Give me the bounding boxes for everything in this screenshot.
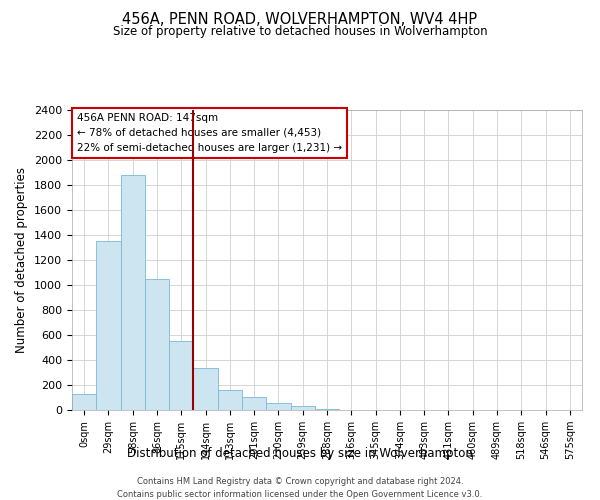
Bar <box>193 368 218 410</box>
Y-axis label: Number of detached properties: Number of detached properties <box>16 167 28 353</box>
Bar <box>96 242 121 410</box>
Bar <box>72 394 96 410</box>
Bar <box>121 175 145 410</box>
Bar <box>218 390 242 410</box>
Bar <box>315 409 339 410</box>
Bar <box>145 279 169 410</box>
Text: Distribution of detached houses by size in Wolverhampton: Distribution of detached houses by size … <box>127 448 473 460</box>
Text: Contains public sector information licensed under the Open Government Licence v3: Contains public sector information licen… <box>118 490 482 499</box>
Bar <box>266 403 290 410</box>
Text: 456A, PENN ROAD, WOLVERHAMPTON, WV4 4HP: 456A, PENN ROAD, WOLVERHAMPTON, WV4 4HP <box>122 12 478 28</box>
Bar <box>290 406 315 410</box>
Text: Contains HM Land Registry data © Crown copyright and database right 2024.: Contains HM Land Registry data © Crown c… <box>137 478 463 486</box>
Text: Size of property relative to detached houses in Wolverhampton: Size of property relative to detached ho… <box>113 25 487 38</box>
Bar <box>169 341 193 410</box>
Text: 456A PENN ROAD: 147sqm
← 78% of detached houses are smaller (4,453)
22% of semi-: 456A PENN ROAD: 147sqm ← 78% of detached… <box>77 113 342 152</box>
Bar <box>242 397 266 410</box>
